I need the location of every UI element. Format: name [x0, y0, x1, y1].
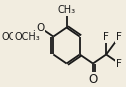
Text: F: F: [103, 32, 109, 42]
Text: OCH₃: OCH₃: [1, 32, 27, 42]
Text: F: F: [116, 59, 122, 68]
Text: F: F: [116, 32, 122, 42]
Text: CH₃: CH₃: [57, 5, 76, 15]
Text: O: O: [36, 23, 44, 33]
Text: O: O: [88, 73, 98, 86]
Text: OCH₃: OCH₃: [14, 32, 40, 42]
